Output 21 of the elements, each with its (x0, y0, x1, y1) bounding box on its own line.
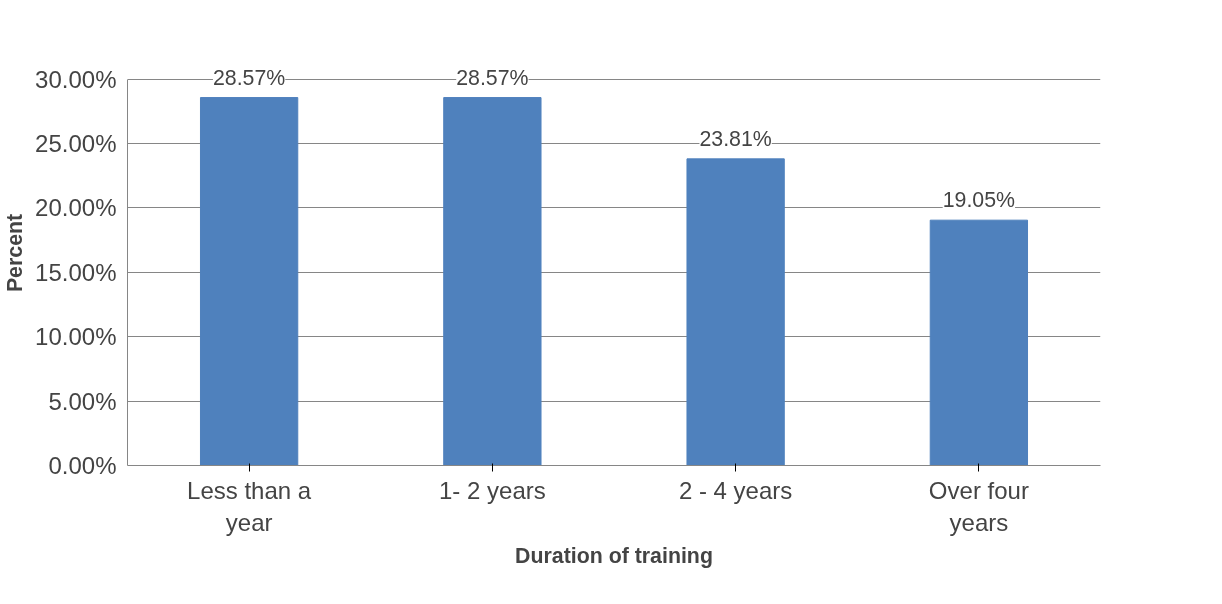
y-tick-label: 15.00% (35, 258, 117, 286)
y-tick-label: 30.00% (35, 65, 117, 93)
bar (929, 219, 1029, 466)
y-tick-label: 5.00% (48, 387, 117, 415)
bar (199, 97, 299, 466)
x-tick-label: 2 - 4 years (678, 476, 793, 504)
x-tick-label: Over four years (928, 476, 1029, 536)
y-tick-label: 20.00% (35, 194, 117, 222)
y-tick-label: 0.00% (48, 452, 117, 479)
data-label: 23.81% (699, 126, 772, 151)
bar (686, 158, 785, 466)
y-axis-title: Percent (3, 213, 28, 293)
x-tick-label: Less than a year (187, 476, 312, 536)
x-tick-label: 1- 2 years (439, 476, 546, 504)
data-label: 28.57% (212, 65, 286, 90)
data-label: 19.05% (942, 188, 1016, 213)
data-label: 28.57% (456, 65, 529, 90)
y-tick-label: 10.00% (35, 323, 117, 351)
x-axis-title: Duration of training (515, 543, 713, 568)
bar (443, 97, 542, 466)
y-tick-label: 25.00% (35, 130, 117, 158)
